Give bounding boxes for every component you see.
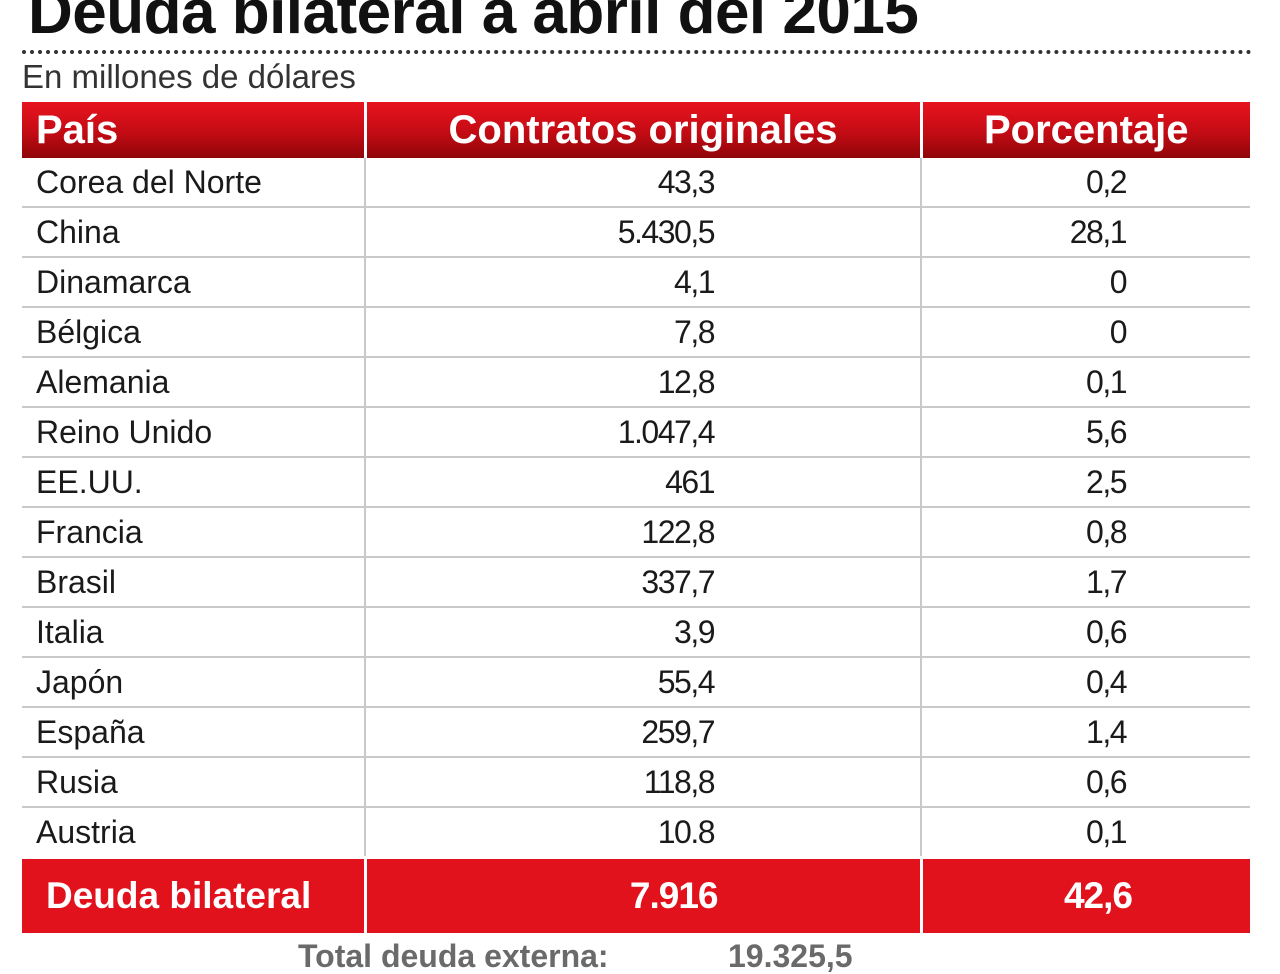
cell-pais: Rusia — [22, 756, 365, 807]
column-header-pais: País — [22, 102, 365, 158]
column-header-porcentaje: Porcentaje — [919, 102, 1250, 158]
cell-contratos: 337,7 — [364, 556, 921, 607]
cell-contratos: 43,3 — [364, 158, 921, 207]
cell-porcentaje: 1,7 — [920, 556, 1250, 607]
cell-porcentaje: 0,4 — [920, 656, 1250, 707]
cell-porcentaje: 0 — [920, 256, 1250, 307]
cell-porcentaje: 0,2 — [920, 158, 1250, 207]
cell-porcentaje: 0,1 — [920, 356, 1250, 407]
cell-pais: China — [22, 206, 365, 257]
table-row: Corea del Norte 43,3 0,2 — [22, 158, 1250, 207]
debt-table: País Contratos originales Porcentaje Cor… — [22, 102, 1250, 933]
cell-pais: Brasil — [22, 556, 365, 607]
cell-contratos: 259,7 — [364, 706, 921, 757]
cell-contratos: 4,1 — [364, 256, 921, 307]
table-row: Reino Unido 1.047,4 5,6 — [22, 406, 1250, 457]
cell-contratos: 10.8 — [364, 806, 921, 859]
cell-pais: Francia — [22, 506, 365, 557]
table-row: Alemania 12,8 0,1 — [22, 356, 1250, 407]
cell-pais: Japón — [22, 656, 365, 707]
table-row: Francia 122,8 0,8 — [22, 506, 1250, 557]
table-row: China 5.430,5 28,1 — [22, 206, 1250, 257]
cell-contratos: 1.047,4 — [364, 406, 921, 457]
cell-porcentaje: 0,1 — [920, 806, 1250, 859]
cell-pais: Italia — [22, 606, 365, 657]
table-row: Bélgica 7,8 0 — [22, 306, 1250, 357]
table-body: Corea del Norte 43,3 0,2 China 5.430,5 28,1 Di… — [22, 158, 1250, 859]
table-row: Austria 10.8 0,1 — [22, 806, 1250, 859]
cell-contratos: 3,9 — [364, 606, 921, 657]
cell-porcentaje: 0,8 — [920, 506, 1250, 557]
chart-subtitle: En millones de dólares — [22, 58, 356, 95]
cell-contratos: 55,4 — [364, 656, 921, 707]
cell-pais: Austria — [22, 806, 365, 859]
total-row: Deuda bilateral 7.916 42,6 — [22, 857, 1250, 933]
cell-porcentaje: 5,6 — [920, 406, 1250, 457]
cell-contratos: 7,8 — [364, 306, 921, 357]
dotted-divider — [22, 50, 1252, 54]
cell-contratos: 122,8 — [364, 506, 921, 557]
table-row: España 259,7 1,4 — [22, 706, 1250, 757]
table-row: EE.UU. 461 2,5 — [22, 456, 1250, 507]
cell-contratos: 5.430,5 — [364, 206, 921, 257]
table-row: Rusia 118,8 0,6 — [22, 756, 1250, 807]
total-contratos: 7.916 — [363, 857, 921, 933]
column-header-contratos: Contratos originales — [363, 102, 921, 158]
cell-porcentaje: 2,5 — [920, 456, 1250, 507]
cell-pais: Dinamarca — [22, 256, 365, 307]
cell-contratos: 118,8 — [364, 756, 921, 807]
total-porcentaje: 42,6 — [919, 857, 1250, 933]
cell-pais: Corea del Norte — [36, 163, 262, 200]
cell-porcentaje: 0 — [920, 306, 1250, 357]
cell-pais: Alemania — [22, 356, 365, 407]
footnote: Total deuda externa: 19.325,5 — [298, 938, 853, 974]
cell-pais: Bélgica — [22, 306, 365, 357]
cell-contratos: 461 — [364, 456, 921, 507]
table-row: Dinamarca 4,1 0 — [22, 256, 1250, 307]
cell-contratos: 12,8 — [364, 356, 921, 407]
table-row: Japón 55,4 0,4 — [22, 656, 1250, 707]
cell-pais: España — [22, 706, 365, 757]
footnote-value: 19.325,5 — [728, 938, 853, 974]
table-row: Brasil 337,7 1,7 — [22, 556, 1250, 607]
cell-porcentaje: 0,6 — [920, 606, 1250, 657]
table-header-row: País Contratos originales Porcentaje — [22, 102, 1250, 158]
footnote-label: Total deuda externa: — [298, 938, 609, 974]
cell-pais: EE.UU. — [22, 456, 365, 507]
table-row: Italia 3,9 0,6 — [22, 606, 1250, 657]
total-label: Deuda bilateral — [22, 857, 365, 933]
cell-porcentaje: 0,6 — [920, 756, 1250, 807]
cell-porcentaje: 28,1 — [920, 206, 1250, 257]
cell-pais: Reino Unido — [22, 406, 365, 457]
cell-porcentaje: 1,4 — [920, 706, 1250, 757]
chart-title: Deuda bilateral a abril del 2015 — [28, 0, 919, 47]
